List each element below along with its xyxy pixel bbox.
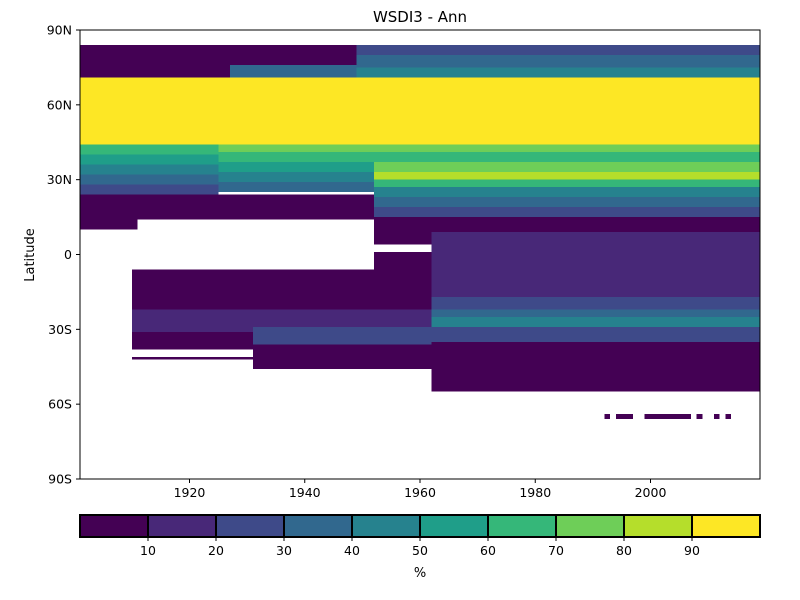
heatmap-cell-34	[252, 326, 432, 345]
heatmap-cell-17	[373, 144, 760, 153]
y-tick-label: 30N	[47, 172, 72, 187]
heatmap-cell-23	[373, 197, 760, 208]
heatmap-cell-21	[373, 179, 760, 188]
heatmap-cell-33	[252, 309, 432, 327]
colorbar-tick-label: 90	[684, 543, 700, 558]
heatmap-cell-31	[131, 296, 432, 310]
heatmap-cell-19	[373, 162, 760, 173]
heatmap-cell-0	[80, 44, 357, 58]
heatmap-cell-8	[80, 154, 219, 165]
heatmap-cell-48	[725, 414, 732, 420]
y-tick-label: 0	[64, 247, 72, 262]
colorbar-segment	[487, 514, 557, 538]
colorbar-segment	[623, 514, 693, 538]
y-tick-label: 30S	[48, 322, 72, 337]
heatmap-cell-41	[431, 341, 760, 392]
x-tick-label: 2000	[635, 485, 667, 500]
colorbar-segment	[351, 514, 421, 538]
heatmap-cell-39	[431, 316, 760, 327]
heatmap-cell-35	[131, 331, 253, 350]
colorbar-segment	[79, 514, 149, 538]
heatmap-cell-40	[431, 326, 760, 342]
colorbar-tick-label: 80	[616, 543, 632, 558]
colorbar-segment	[419, 514, 489, 538]
heatmap-cell-22	[373, 187, 760, 198]
x-tick-label: 1940	[289, 485, 321, 500]
heatmap-cell-14	[218, 162, 374, 173]
x-tick-label: 1920	[174, 485, 206, 500]
heatmap-cell-10	[80, 174, 219, 185]
y-tick-label: 90N	[47, 23, 72, 38]
heatmap-cell-13	[218, 152, 374, 163]
heatmap-cell-3	[356, 44, 760, 55]
heatmap-cell-29	[431, 232, 760, 297]
chart-title: WSDI3 - Ann	[373, 8, 467, 26]
colorbar-segment	[215, 514, 285, 538]
heatmap-cell-2	[229, 64, 357, 78]
heatmap-cell-47	[713, 414, 720, 420]
heatmap-cell-46	[696, 414, 703, 420]
x-tick-label: 1980	[519, 485, 551, 500]
heatmap-cell-12	[218, 144, 374, 153]
heatmap-cell-6	[80, 77, 760, 145]
heatmap-cell-30	[131, 269, 432, 297]
heatmap-cell-20	[373, 172, 760, 180]
colorbar-segment	[691, 514, 761, 538]
heatmap-cell-16	[218, 182, 374, 193]
heatmap-cell-43	[604, 414, 611, 420]
y-axis: 90N 60N 30N 0 30S 60S 90S	[47, 23, 80, 487]
heatmap-cell-15	[218, 172, 374, 183]
colorbar-tick-label: 60	[480, 543, 496, 558]
heatmap-cell-18	[373, 152, 760, 163]
colorbar-tick-label: 40	[344, 543, 360, 558]
heatmap-cell-45	[644, 414, 691, 420]
heatmap-cell-4	[356, 54, 760, 68]
colorbar-tick-label: 20	[208, 543, 224, 558]
colorbar-tick-label: 10	[140, 543, 156, 558]
heatmap-cell-38	[431, 309, 760, 317]
y-tick-label: 90S	[48, 472, 72, 487]
colorbar: 10 20 30 40 50 60 70 80 90	[79, 514, 761, 558]
heatmap-cell-5	[356, 67, 760, 78]
colorbar-segment	[283, 514, 353, 538]
colorbar-tick-label: 50	[412, 543, 428, 558]
heatmap-cell-32	[131, 309, 253, 332]
heatmap-cells	[80, 44, 760, 420]
colorbar-segment	[147, 514, 217, 538]
heatmap-cell-37	[431, 296, 760, 310]
heatmap-cell-24	[373, 207, 760, 218]
y-axis-label: Latitude	[23, 228, 38, 282]
y-tick-label: 60S	[48, 397, 72, 412]
heatmap-cell-11	[80, 184, 219, 195]
heatmap-cell-9	[80, 164, 219, 175]
heatmap-cell-7	[80, 144, 219, 155]
colorbar-tick-label: 70	[548, 543, 564, 558]
colorbar-label: %	[414, 566, 426, 581]
colorbar-segment	[555, 514, 625, 538]
x-tick-label: 1960	[404, 485, 436, 500]
heatmap-cell-42	[131, 356, 253, 360]
x-axis: 1920 1940 1960 1980 2000	[174, 479, 667, 500]
heatmap-cell-27	[137, 219, 374, 230]
colorbar-tick-label: 30	[276, 543, 292, 558]
y-tick-label: 60N	[47, 97, 72, 112]
heatmap-cell-36	[252, 344, 432, 370]
heatmap-cell-44	[615, 414, 634, 420]
